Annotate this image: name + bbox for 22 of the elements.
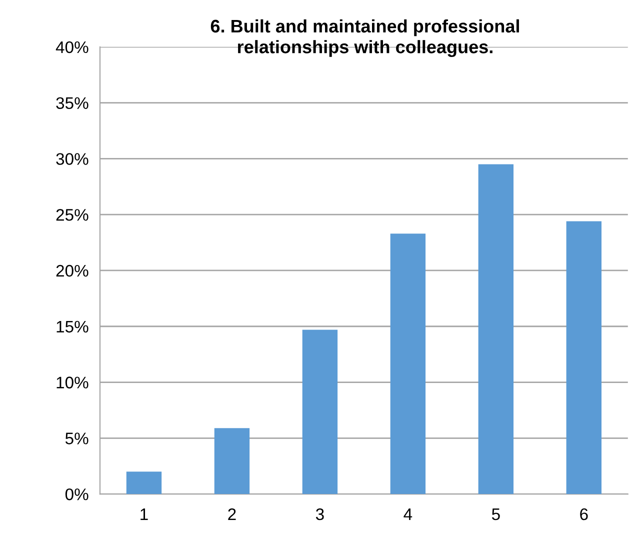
y-tick-label: 40% <box>56 41 88 54</box>
y-tick-label: 15% <box>56 320 88 333</box>
y-tick-label: 25% <box>56 208 88 221</box>
x-tick-label: 4 <box>404 508 412 520</box>
x-tick-label: 3 <box>316 508 324 520</box>
bar <box>214 428 250 494</box>
bar <box>566 221 602 494</box>
bar <box>478 164 514 494</box>
x-tick-label: 6 <box>580 508 588 520</box>
y-tick-label: 20% <box>56 264 88 277</box>
y-tick-label: 30% <box>56 153 88 165</box>
y-tick-label: 10% <box>56 376 88 388</box>
y-tick-label: 5% <box>65 432 88 444</box>
x-tick-label: 5 <box>492 508 500 520</box>
x-tick-label: 2 <box>228 508 236 520</box>
chart-title: 6. Built and maintained professional relationships with colleagues. <box>210 19 519 57</box>
bar <box>390 234 426 494</box>
bar <box>126 472 162 494</box>
x-tick-label: 1 <box>140 508 148 520</box>
y-tick-label: 0% <box>65 488 88 500</box>
y-tick-label: 35% <box>56 97 88 110</box>
bar <box>302 330 338 494</box>
